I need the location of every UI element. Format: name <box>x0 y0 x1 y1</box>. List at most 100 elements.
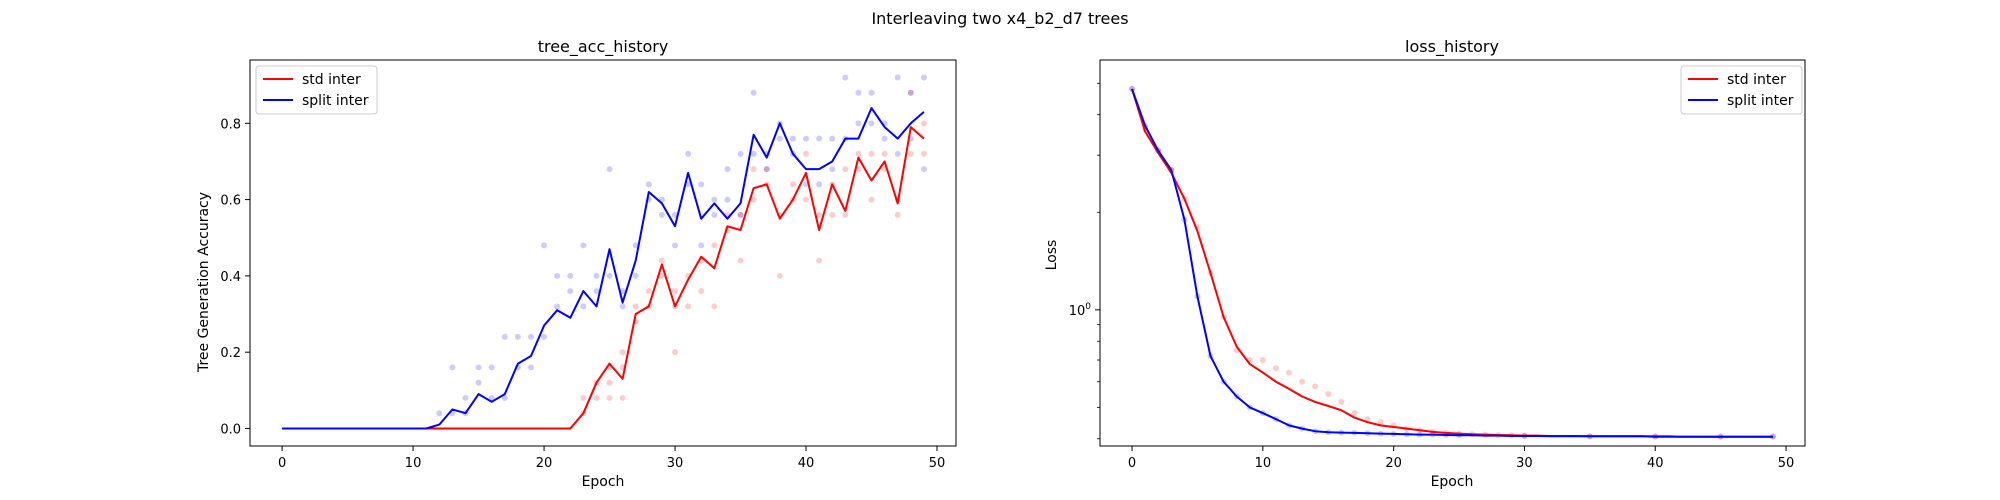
accuracy-std-scatter-point <box>907 89 914 96</box>
accuracy-std-scatter-point <box>606 394 613 401</box>
accuracy-split-scatter-point <box>606 272 613 279</box>
accuracy-ytick-label: 0.0 <box>220 422 241 437</box>
accuracy-split-scatter-point <box>658 211 665 218</box>
accuracy-std-scatter-point <box>606 379 613 386</box>
accuracy-std-scatter-point <box>632 303 639 310</box>
accuracy-legend-split-label: split inter <box>302 93 369 109</box>
accuracy-split-scatter-point <box>593 272 600 279</box>
accuracy-std-scatter-point <box>711 303 718 310</box>
accuracy-std-scatter-point <box>658 272 665 279</box>
accuracy-split-scatter-point <box>816 135 823 142</box>
accuracy-std-scatter-point <box>750 196 757 203</box>
accuracy-split-scatter-point <box>527 333 534 340</box>
accuracy-split-scatter-point <box>711 211 718 218</box>
loss-std-scatter-point <box>1338 398 1345 405</box>
loss-std-scatter-point <box>1351 410 1358 417</box>
loss-axes-frame <box>1099 59 1806 447</box>
accuracy-split-scatter-point <box>541 242 548 249</box>
accuracy-std-scatter-point <box>907 150 914 157</box>
accuracy-ytick-label: 0.8 <box>220 117 241 132</box>
accuracy-std-scatter-point <box>672 349 679 356</box>
accuracy-split-scatter-point <box>632 242 639 249</box>
accuracy-split-scatter-point <box>619 303 626 310</box>
accuracy-std-scatter-point <box>619 394 626 401</box>
accuracy-split-scatter-point <box>475 379 482 386</box>
accuracy-std-scatter-point <box>803 196 810 203</box>
accuracy-panel: tree_acc_history Epoch Tree Generation A… <box>196 37 957 490</box>
accuracy-split-scatter-point <box>750 89 757 96</box>
accuracy-split-scatter-point <box>711 196 718 203</box>
accuracy-std-scatter-point <box>750 166 757 173</box>
accuracy-split-scatter-point <box>462 394 469 401</box>
loss-xtick-label: 20 <box>1385 456 1402 471</box>
loss-ytick-label: 100 <box>1069 302 1092 319</box>
accuracy-ylabel: Tree Generation Accuracy <box>196 192 212 373</box>
accuracy-split-scatter-point <box>776 135 783 142</box>
accuracy-std-scatter-point <box>816 257 823 264</box>
accuracy-std-scatter-point <box>894 211 901 218</box>
accuracy-split-scatter-point <box>436 410 443 417</box>
accuracy-std-scatter-point <box>685 303 692 310</box>
accuracy-std-scatter-point <box>698 288 705 295</box>
accuracy-split-scatter-point <box>527 364 534 371</box>
accuracy-split-scatter-point <box>567 288 574 295</box>
accuracy-split-scatter-point <box>488 364 495 371</box>
accuracy-split-scatter-point <box>881 135 888 142</box>
loss-xtick-label: 10 <box>1255 456 1272 471</box>
accuracy-split-scatter-point <box>763 166 770 173</box>
accuracy-split-scatter-point <box>593 288 600 295</box>
accuracy-std-scatter-point <box>711 242 718 249</box>
loss-std-scatter-point <box>1286 369 1293 376</box>
accuracy-std-scatter-point <box>881 150 888 157</box>
loss-split-line <box>1131 88 1773 438</box>
loss-xtick-label: 0 <box>1128 456 1136 471</box>
accuracy-split-scatter-point <box>724 166 731 173</box>
accuracy-split-scatter-point <box>541 333 548 340</box>
accuracy-std-scatter-point <box>842 211 849 218</box>
loss-std-scatter-point <box>1299 378 1306 385</box>
accuracy-split-scatter-point <box>645 181 652 188</box>
accuracy-std-scatter-point <box>619 349 626 356</box>
accuracy-split-scatter-point <box>554 303 561 310</box>
accuracy-split-scatter-point <box>920 74 927 81</box>
accuracy-split-scatter-point <box>580 303 587 310</box>
accuracy-std-scatter-point <box>855 150 862 157</box>
accuracy-std-scatter-point <box>816 211 823 218</box>
loss-xlabel: Epoch <box>1431 474 1474 490</box>
loss-legend-split-label: split inter <box>1727 93 1794 109</box>
accuracy-std-scatter-point <box>658 257 665 264</box>
accuracy-split-scatter-point <box>698 242 705 249</box>
accuracy-axes-frame <box>249 59 957 447</box>
accuracy-std-scatter-point <box>868 150 875 157</box>
accuracy-split-scatter-point <box>698 181 705 188</box>
accuracy-split-scatter-point <box>803 135 810 142</box>
accuracy-split-scatter-point <box>842 74 849 81</box>
accuracy-split-scatter-point <box>829 135 836 142</box>
accuracy-std-scatter-point <box>920 120 927 127</box>
accuracy-split-scatter-point <box>606 166 613 173</box>
accuracy-std-scatter-point <box>920 150 927 157</box>
accuracy-xlabel: Epoch <box>582 474 625 490</box>
accuracy-split-scatter-point <box>750 150 757 157</box>
accuracy-split-scatter-point <box>855 89 862 96</box>
accuracy-std-scatter-point <box>803 150 810 157</box>
accuracy-std-scatter-point <box>672 288 679 295</box>
accuracy-std-scatter-point <box>580 394 587 401</box>
loss-xtick-label: 30 <box>1516 456 1533 471</box>
accuracy-split-scatter-point <box>737 150 744 157</box>
loss-xtick-label: 40 <box>1647 456 1664 471</box>
accuracy-ytick-label: 0.2 <box>220 346 241 361</box>
accuracy-split-scatter-point <box>855 120 862 127</box>
loss-std-scatter-point <box>1377 419 1384 426</box>
accuracy-std-scatter-point <box>763 166 770 173</box>
accuracy-xtick-label: 10 <box>405 456 422 471</box>
accuracy-split-scatter-point <box>475 364 482 371</box>
accuracy-ytick-label: 0.4 <box>220 270 241 285</box>
accuracy-split-scatter-point <box>894 150 901 157</box>
loss-legend-std-label: std inter <box>1727 72 1786 88</box>
accuracy-split-scatter-point <box>894 74 901 81</box>
loss-std-line <box>1131 88 1773 438</box>
accuracy-split-scatter-point <box>580 242 587 249</box>
accuracy-std-scatter-point <box>645 288 652 295</box>
loss-title: loss_history <box>1405 37 1499 57</box>
